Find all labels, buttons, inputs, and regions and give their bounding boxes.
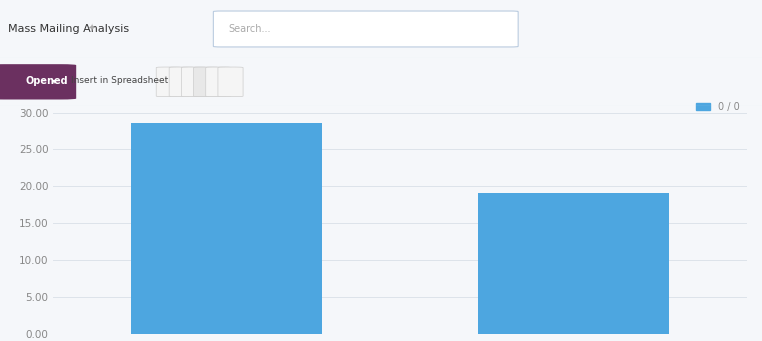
FancyBboxPatch shape xyxy=(194,67,219,97)
Text: Mass Mailing Analysis: Mass Mailing Analysis xyxy=(8,24,129,34)
FancyBboxPatch shape xyxy=(169,67,194,97)
FancyBboxPatch shape xyxy=(218,67,243,97)
Bar xyxy=(131,123,322,334)
FancyBboxPatch shape xyxy=(213,11,518,47)
FancyBboxPatch shape xyxy=(0,64,76,100)
Text: ✦: ✦ xyxy=(88,24,96,34)
Legend: 0 / 0: 0 / 0 xyxy=(694,100,742,114)
Text: Insert in Spreadsheet: Insert in Spreadsheet xyxy=(71,76,168,85)
FancyBboxPatch shape xyxy=(156,67,181,97)
FancyBboxPatch shape xyxy=(206,67,231,97)
Text: Opened: Opened xyxy=(25,76,68,86)
FancyBboxPatch shape xyxy=(181,67,207,97)
Bar xyxy=(478,193,669,334)
Text: ▾: ▾ xyxy=(52,76,56,85)
Text: Search...: Search... xyxy=(229,24,271,34)
